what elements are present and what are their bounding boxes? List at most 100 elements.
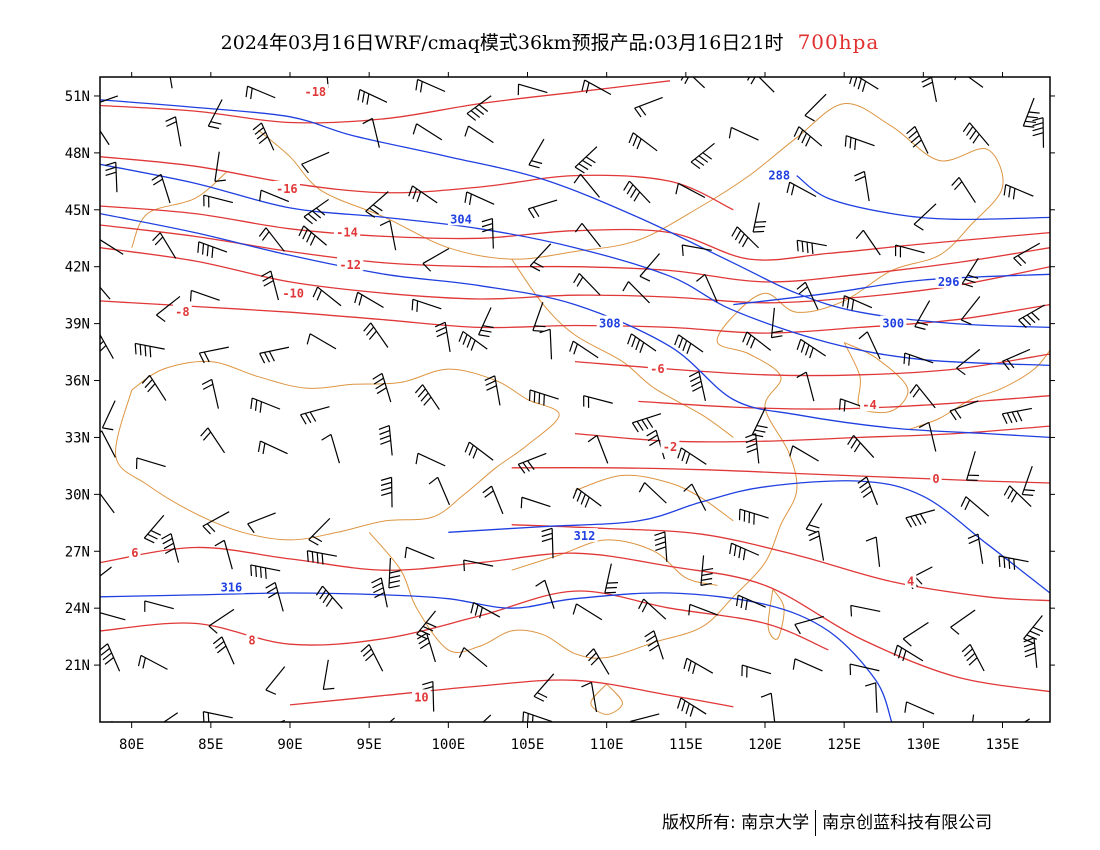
wind-barb (793, 724, 820, 745)
wind-barb (683, 657, 714, 675)
wind-barb (690, 142, 715, 170)
wind-barb (681, 244, 712, 256)
wind-barb (415, 78, 446, 93)
wind-barb (535, 579, 555, 609)
wind-barb (110, 720, 113, 722)
label-background (273, 180, 300, 195)
wind-barb (464, 125, 494, 144)
wind-barb (770, 307, 783, 339)
temperature-isotherm (100, 546, 1050, 693)
label-background (860, 397, 879, 412)
wind-barb (357, 89, 388, 105)
wind-barb (1001, 407, 1032, 425)
wind-barb (796, 239, 827, 255)
lat-tick-label: 24N (65, 601, 90, 617)
wind-barbs (100, 77, 1045, 745)
wind-barb (735, 594, 766, 611)
wind-barb (741, 664, 772, 678)
wind-barb (162, 712, 179, 722)
wind-barb (533, 673, 555, 702)
pressure-level: 700hpa (797, 30, 880, 54)
wind-barb (634, 96, 663, 118)
wind-barb (854, 170, 870, 202)
wind-barb (529, 243, 552, 272)
wind-barb (481, 217, 494, 249)
wind-barb (574, 146, 598, 174)
wind-barb (956, 348, 981, 376)
wind-barb (904, 701, 935, 715)
contour-label: 4 (907, 575, 914, 589)
wind-barb (100, 566, 112, 590)
wind-barb (902, 622, 929, 647)
lon-tick-label: 100E (431, 737, 465, 753)
lon-tick-label: 115E (669, 737, 703, 753)
wind-barb (893, 644, 924, 662)
wind-barb (214, 151, 226, 182)
wind-barb (208, 608, 235, 634)
temperature-contours (100, 80, 1050, 708)
contour-label: -10 (282, 286, 304, 300)
wind-barb (905, 509, 935, 528)
wind-barb (152, 232, 177, 259)
contour-label: -12 (339, 258, 361, 272)
lat-tick-label: 33N (65, 430, 90, 446)
wind-barb (434, 321, 451, 352)
contour-label: 0 (932, 472, 939, 486)
wind-barb (247, 512, 276, 534)
wind-barb (137, 654, 168, 670)
label-background (935, 273, 962, 288)
wind-barb (303, 198, 329, 225)
wind-barb (404, 546, 435, 560)
lat-tick-label: 42N (65, 260, 90, 276)
wind-barb (903, 352, 934, 366)
wind-barb (865, 682, 878, 713)
wind-barb (100, 612, 126, 621)
wind-barb (422, 247, 450, 272)
wind-barb (918, 421, 937, 452)
wind-barb (539, 328, 553, 360)
wind-barb (950, 609, 976, 635)
lon-tick-label: 120E (748, 737, 782, 753)
temperature-isotherm (100, 156, 734, 211)
wind-barb (644, 630, 664, 660)
label-background (412, 689, 431, 704)
temperature-isotherm (100, 224, 1050, 283)
contour-label: -18 (304, 85, 326, 99)
wind-barb (1018, 304, 1045, 329)
wind-barb (960, 296, 981, 325)
contour-label: 288 (768, 169, 790, 183)
label-background (447, 211, 475, 226)
wind-barb (844, 135, 875, 151)
wind-barb (522, 711, 553, 722)
wind-barb (422, 681, 435, 712)
wind-barb (372, 372, 392, 403)
contour-label: -14 (336, 226, 358, 240)
wind-barb (849, 77, 879, 92)
wind-barb (134, 342, 165, 358)
label-background (246, 632, 258, 647)
wind-barb (250, 397, 281, 413)
wind-barb (203, 194, 234, 208)
wind-barb (622, 281, 650, 304)
wind-barb (260, 270, 280, 301)
height-isoline (796, 175, 1050, 221)
label-background (218, 579, 245, 594)
temperature-isotherm (289, 679, 734, 708)
wind-barb (961, 643, 985, 672)
wind-barb (962, 122, 990, 147)
wind-barb (572, 603, 603, 621)
label-background (930, 471, 942, 486)
wind-barb (470, 602, 501, 619)
wind-barb (654, 531, 668, 562)
wind-barb (458, 647, 488, 668)
wind-barb (315, 585, 343, 610)
wind-barb (1023, 637, 1038, 668)
wind-barb (728, 126, 759, 141)
label-background (333, 224, 361, 239)
wind-barb (794, 615, 824, 635)
height-isoline (100, 592, 893, 722)
wind-barb (360, 644, 384, 672)
wind-barb (629, 713, 660, 722)
wind-barb (312, 286, 342, 307)
footer: 版权所有: 南京大学 南京创蓝科技有限公司 (662, 808, 992, 836)
